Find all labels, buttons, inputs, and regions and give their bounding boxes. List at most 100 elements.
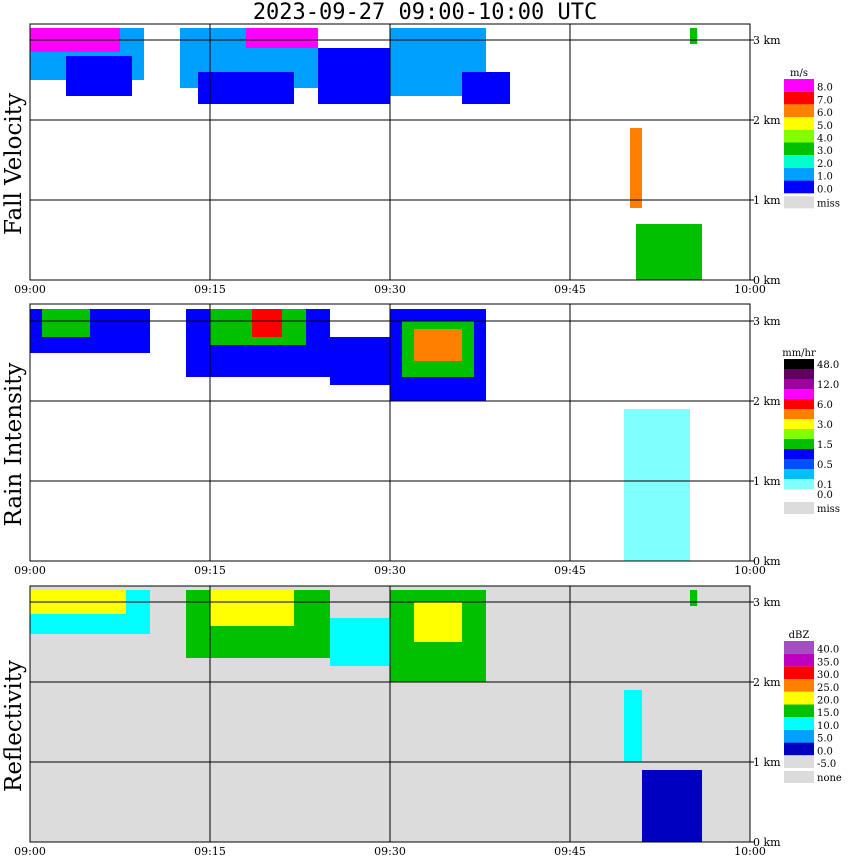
fall-velocity-echo-region [630, 128, 642, 208]
reflectivity-legend-label: 30.0 [817, 670, 839, 681]
reflectivity-y-tick-label: 2 km [753, 676, 781, 689]
rain-intensity-x-tick-label: 10:00 [734, 564, 766, 577]
reflectivity-y-tick-label: 0 km [753, 836, 781, 849]
rain-intensity-legend-label: 0.5 [817, 460, 833, 471]
rain-intensity-legend-swatch [784, 379, 814, 389]
rain-intensity-legend-missing-label: miss [817, 504, 840, 515]
fall-velocity-legend-label: 0.0 [817, 184, 833, 195]
reflectivity-x-tick-label: 10:00 [734, 845, 766, 858]
reflectivity-legend-swatch [784, 679, 814, 692]
reflectivity-legend-swatch [784, 755, 814, 768]
rain-intensity-legend-swatch [784, 399, 814, 409]
reflectivity-legend-swatch [784, 666, 814, 680]
rain-intensity-frame [29, 303, 751, 562]
fall-velocity-echo-region [318, 48, 390, 104]
reflectivity-x-tick-label: 09:30 [374, 845, 406, 858]
fall-velocity-echo-region [66, 56, 132, 96]
reflectivity-x-tick-label: 09:45 [554, 845, 586, 858]
rain-intensity-y-tick-label: 0 km [753, 555, 781, 568]
reflectivity-legend-swatch [784, 729, 814, 743]
fall-velocity-legend-swatch [784, 167, 814, 181]
rain-intensity-legend-swatch [784, 369, 814, 379]
fall-velocity-legend-unit: m/s [790, 68, 808, 79]
rain-intensity-x-tick-label: 09:15 [194, 564, 226, 577]
fall-velocity-x-tick-label: 09:30 [374, 283, 406, 296]
rain-intensity-y-tick-label: 2 km [753, 395, 781, 408]
reflectivity-legend-missing-swatch [784, 771, 814, 783]
fall-velocity-legend-label: 7.0 [817, 95, 833, 106]
rain-intensity-legend-swatch [784, 459, 814, 469]
reflectivity-frame [29, 585, 751, 843]
fall-velocity-legend-label: 8.0 [817, 83, 833, 94]
reflectivity-legend-label: 40.0 [817, 645, 839, 656]
fall-velocity-y-tick-label: 0 km [753, 274, 781, 287]
fall-velocity-y-tick-label: 2 km [753, 114, 781, 127]
fall-velocity-echo-region [690, 28, 698, 44]
rain-intensity-legend-swatch [784, 429, 814, 439]
rain-intensity-legend-label: 3.0 [817, 420, 833, 431]
rain-intensity-legend-swatch [784, 409, 814, 419]
reflectivity-x-tick-label: 09:15 [194, 845, 226, 858]
fall-velocity-axis-label: Fall Velocity [1, 93, 27, 235]
fall-velocity-legend-swatch [784, 155, 814, 168]
reflectivity-legend-missing-label: none [817, 773, 842, 784]
reflectivity-legend-label: 35.0 [817, 657, 839, 668]
fall-velocity-legend-label: 1.0 [817, 172, 833, 183]
rain-intensity-legend-label: 48.0 [817, 360, 839, 371]
rain-intensity-echo-region [330, 337, 390, 385]
fall-velocity-legend-label: 6.0 [817, 108, 833, 119]
reflectivity-y-tick-label: 1 km [753, 756, 781, 769]
reflectivity-echo-region [330, 618, 390, 666]
rain-intensity-y-tick-label: 1 km [753, 475, 781, 488]
fall-velocity-x-tick-label: 09:15 [194, 283, 226, 296]
reflectivity-legend-label: -5.0 [817, 759, 836, 770]
rain-intensity-legend-missing-swatch [784, 502, 814, 514]
rain-intensity-legend-label: 1.5 [817, 440, 833, 451]
fall-velocity-echo-region [246, 28, 318, 48]
reflectivity-legend-swatch [784, 704, 814, 718]
fall-velocity-legend-swatch [784, 142, 814, 156]
rain-intensity-echo-region [624, 409, 690, 561]
rain-intensity-echo-region [414, 329, 462, 361]
reflectivity-legend-label: 20.0 [817, 696, 839, 707]
reflectivity-legend-label: 15.0 [817, 708, 839, 719]
reflectivity-legend-swatch [784, 691, 814, 705]
rain-intensity-echo-region [252, 309, 282, 337]
fall-velocity-legend-label: 4.0 [817, 134, 833, 145]
rain-intensity-legend-swatch [784, 469, 814, 479]
rain-intensity-legend-label: 12.0 [817, 380, 839, 391]
fall-velocity-echo-region [462, 72, 510, 104]
fall-velocity-legend-swatch [784, 79, 814, 92]
fall-velocity-legend-swatch [784, 104, 814, 118]
fall-velocity-x-tick-label: 10:00 [734, 283, 766, 296]
reflectivity-legend-label: 10.0 [817, 721, 839, 732]
fall-velocity-legend-swatch [784, 117, 814, 130]
reflectivity-echo-region [624, 690, 642, 762]
reflectivity-legend-label: 25.0 [817, 683, 839, 694]
fall-velocity-legend-label: 5.0 [817, 121, 833, 132]
rain-intensity-x-tick-label: 09:45 [554, 564, 586, 577]
fall-velocity-echo-region [198, 72, 294, 104]
fall-velocity-y-tick-label: 3 km [753, 34, 781, 47]
rain-intensity-legend-label: 6.0 [817, 400, 833, 411]
rain-intensity-legend-label: 0.0 [817, 490, 833, 501]
reflectivity-echo-region [414, 602, 462, 642]
reflectivity-echo-region [690, 590, 698, 606]
reflectivity-legend-swatch [784, 742, 814, 756]
fall-velocity-legend-swatch [784, 129, 814, 143]
reflectivity-legend-swatch [784, 717, 814, 730]
fall-velocity-y-tick-label: 1 km [753, 194, 781, 207]
fall-velocity-legend-missing-label: miss [817, 198, 840, 209]
reflectivity-legend-unit: dBZ [789, 630, 810, 641]
fall-velocity-echo-region [636, 224, 702, 280]
rain-intensity-echo-region [42, 309, 90, 337]
chart-title: 2023-09-27 09:00-10:00 UTC [252, 0, 598, 25]
fall-velocity-legend-label: 3.0 [817, 146, 833, 157]
rain-intensity-x-tick-label: 09:00 [14, 564, 46, 577]
reflectivity-legend-label: 0.0 [817, 746, 833, 757]
rain-intensity-legend-swatch [784, 479, 814, 489]
rain-intensity-legend-swatch [784, 419, 814, 429]
rain-intensity-axis-label: Rain Intensity [1, 362, 27, 526]
rain-intensity-legend-swatch [784, 489, 814, 499]
